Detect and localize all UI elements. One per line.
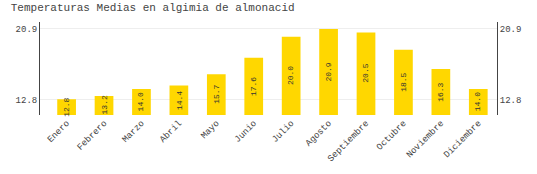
svg-text:16.3: 16.3 <box>436 82 445 101</box>
svg-text:Julio: Julio <box>270 119 296 145</box>
svg-text:Agosto: Agosto <box>304 119 334 149</box>
svg-text:12.8: 12.8 <box>62 97 71 116</box>
svg-text:20.9: 20.9 <box>500 25 522 35</box>
svg-text:14.4: 14.4 <box>175 91 184 110</box>
svg-text:14.0: 14.0 <box>136 92 145 111</box>
svg-text:12.8: 12.8 <box>16 96 38 106</box>
svg-text:Noviembre: Noviembre <box>405 119 446 160</box>
svg-text:Octubre: Octubre <box>375 119 409 153</box>
svg-text:14.0: 14.0 <box>473 92 482 111</box>
svg-text:Mayo: Mayo <box>199 119 221 141</box>
svg-text:15.7: 15.7 <box>212 84 221 103</box>
svg-text:Diciembre: Diciembre <box>442 119 483 160</box>
svg-text:Febrero: Febrero <box>76 119 110 153</box>
svg-text:Temperaturas Medias en algimia: Temperaturas Medias en algimia de almona… <box>11 2 295 14</box>
svg-text:13.2: 13.2 <box>100 95 109 114</box>
svg-text:Septiembre: Septiembre <box>326 119 371 164</box>
svg-text:20.9: 20.9 <box>16 25 38 35</box>
svg-text:20.9: 20.9 <box>324 62 333 81</box>
svg-text:18.5: 18.5 <box>399 72 408 91</box>
svg-text:Enero: Enero <box>46 119 72 145</box>
svg-text:20.5: 20.5 <box>361 63 370 82</box>
svg-text:Junio: Junio <box>233 119 259 145</box>
svg-text:20.0: 20.0 <box>286 66 295 85</box>
svg-text:Marzo: Marzo <box>121 119 147 145</box>
svg-text:Abril: Abril <box>158 119 184 145</box>
svg-text:17.6: 17.6 <box>249 77 258 96</box>
svg-text:12.8: 12.8 <box>500 96 522 106</box>
